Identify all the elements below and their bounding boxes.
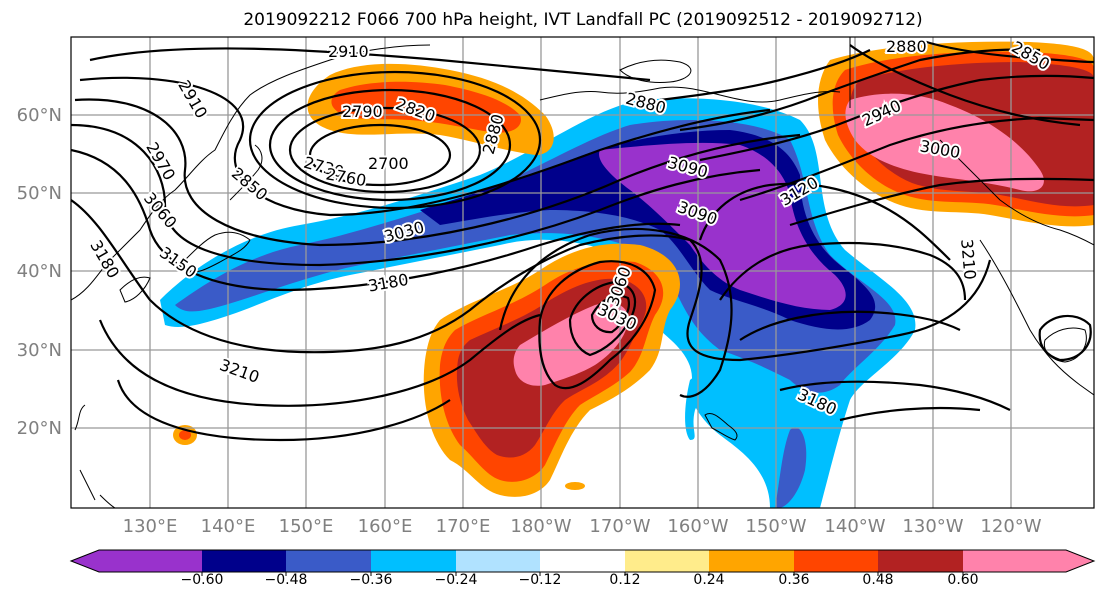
lon-label: 140°E [201, 516, 256, 537]
lon-label: 170°E [436, 516, 491, 537]
lat-label: 40°N [17, 261, 62, 282]
contour-label: 2790 [342, 102, 383, 121]
lon-label: 150°E [279, 516, 334, 537]
lon-label: 150°W [745, 516, 806, 537]
colorbar-outline [69, 549, 1096, 573]
colorbar-tick-label: −0.48 [265, 572, 308, 588]
contour-label: 2880 [886, 37, 927, 56]
map-panel: 2910 2910 2970 3060 3150 3180 2850 2790 … [71, 37, 1094, 508]
colorbar-tick-label: 0.48 [862, 572, 893, 588]
colorbar-tick-label: 0.36 [778, 572, 809, 588]
lon-label: 160°W [667, 516, 728, 537]
colorbar-segment [99, 550, 202, 572]
contour-label: 3210 [957, 238, 979, 280]
lon-label: 140°W [824, 516, 885, 537]
lon-label: 170°W [589, 516, 650, 537]
colorbar-extend-max [1066, 550, 1094, 572]
colorbar-segment [794, 550, 878, 572]
colorbar-tick-label: 0.60 [947, 572, 978, 588]
colorbar-segment [456, 550, 540, 572]
colorbar-segment [540, 550, 625, 572]
colorbar-extend-min [71, 550, 99, 572]
colorbar-ticks: −0.60 −0.48 −0.36 −0.24 −0.12 0.12 0.24 … [181, 572, 979, 588]
lat-label: 60°N [17, 105, 62, 126]
map-frame [70, 36, 1095, 509]
coastlines [71, 44, 1094, 508]
colorbar-tick-label: 0.24 [693, 572, 724, 588]
longitude-labels: 130°E 140°E 150°E 160°E 170°E 180°W 170°… [123, 516, 1042, 537]
lon-label: 180°W [510, 516, 571, 537]
contour-label: 2700 [368, 154, 409, 173]
colorbar-segment [286, 550, 371, 572]
colorbar [69, 549, 1096, 576]
colorbar-segment [963, 550, 1066, 572]
colorbar-tick-label: −0.24 [435, 572, 478, 588]
colorbar-tick-label: −0.60 [181, 572, 224, 588]
colorbar-tick-label: −0.36 [350, 572, 393, 588]
lat-label: 20°N [17, 418, 62, 439]
lat-label: 30°N [17, 340, 62, 361]
positive-ivt-shading [173, 41, 1094, 497]
contour-label: 2910 [328, 42, 369, 61]
map-title: 2019092212 F066 700 hPa height, IVT Land… [243, 10, 922, 30]
colorbar-tick-label: 0.12 [609, 572, 640, 588]
lon-label: 160°E [358, 516, 413, 537]
colorbar-tick-label: −0.12 [519, 572, 562, 588]
colorbar-segment [709, 550, 794, 572]
colorbar-segment [202, 550, 286, 572]
lon-label: 130°E [123, 516, 178, 537]
lon-label: 120°W [980, 516, 1041, 537]
map-gridlines [71, 37, 1094, 508]
lat-label: 50°N [17, 183, 62, 204]
colorbar-segment [625, 550, 709, 572]
height-contours [71, 38, 1094, 442]
latitude-labels: 60°N 50°N 40°N 30°N 20°N [17, 105, 62, 439]
colorbar-segment [878, 550, 963, 572]
lon-label: 130°W [902, 516, 963, 537]
colorbar-segment [371, 550, 456, 572]
